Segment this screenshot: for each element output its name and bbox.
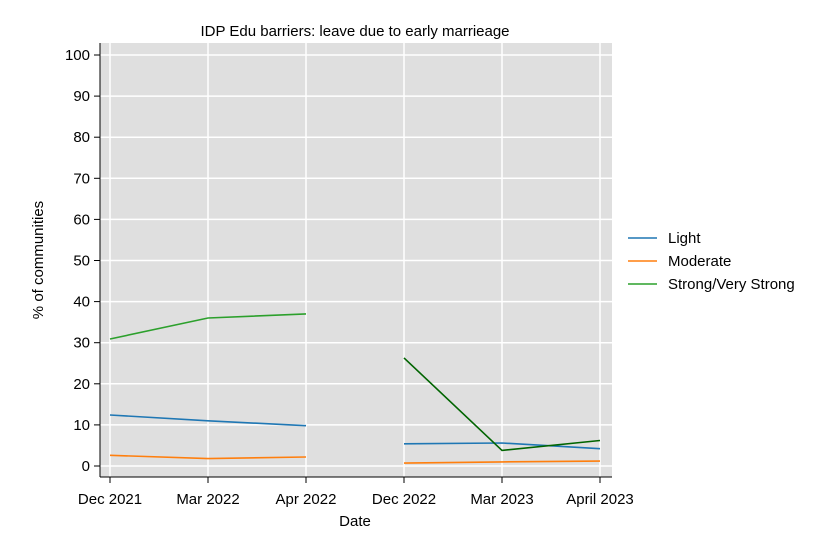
x-tick-label: Dec 2021 — [78, 491, 142, 508]
x-tick-label: Mar 2022 — [176, 491, 239, 508]
legend-label: Light — [668, 230, 701, 247]
y-tick-label: 90 — [73, 88, 90, 105]
y-tick-label: 100 — [65, 47, 90, 64]
y-tick-label: 10 — [73, 417, 90, 434]
y-tick-label: 50 — [73, 253, 90, 270]
x-axis-title: Date — [339, 513, 371, 530]
x-tick-label: Apr 2022 — [276, 491, 337, 508]
series-line-moderate — [109, 454, 307, 460]
y-tick-label: 20 — [73, 376, 90, 393]
y-axis-title: % of communities — [30, 201, 47, 319]
legend-label: Strong/Very Strong — [668, 276, 795, 293]
series-line-strong-very-strong — [403, 357, 601, 452]
series-line-strong-very-strong — [109, 313, 307, 340]
x-tick-label: Dec 2022 — [372, 491, 436, 508]
series-line-light — [403, 442, 601, 450]
x-tick-label: Mar 2023 — [470, 491, 533, 508]
y-tick-label: 60 — [73, 211, 90, 228]
y-tick-label: 70 — [73, 170, 90, 187]
y-tick-label: 80 — [73, 129, 90, 146]
series-line-light — [109, 414, 307, 427]
gridlines — [100, 43, 612, 477]
y-tick-label: 30 — [73, 335, 90, 352]
y-tick-label: 40 — [73, 294, 90, 311]
x-tick-label: April 2023 — [566, 491, 634, 508]
y-axis: 0 10 20 30 40 50 60 70 80 90 100 — [65, 43, 101, 477]
x-axis: Dec 2021 Mar 2022 Apr 2022 Dec 2022 Mar 2023… — [78, 476, 634, 508]
series-line-moderate — [403, 460, 601, 464]
chart-title: IDP Edu barriers: leave due to early mar… — [200, 23, 509, 40]
legend: Light Moderate Strong/Very Strong — [628, 230, 795, 293]
legend-label: Moderate — [668, 253, 731, 270]
series-lines — [109, 313, 601, 464]
y-tick-label: 0 — [82, 458, 90, 475]
